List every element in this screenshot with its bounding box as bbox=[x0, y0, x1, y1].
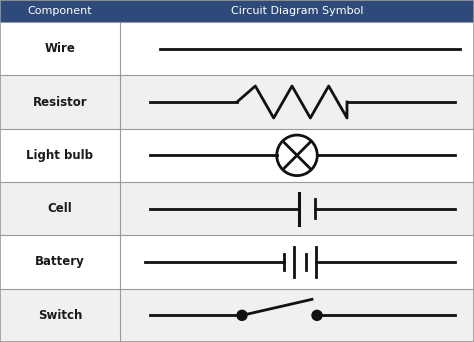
Text: Resistor: Resistor bbox=[33, 95, 87, 108]
Text: Cell: Cell bbox=[47, 202, 73, 215]
Circle shape bbox=[237, 310, 247, 320]
Bar bbox=[0, 129, 474, 182]
Text: Switch: Switch bbox=[38, 309, 82, 322]
Bar bbox=[0, 22, 474, 75]
Text: Light bulb: Light bulb bbox=[27, 149, 93, 162]
Text: Circuit Diagram Symbol: Circuit Diagram Symbol bbox=[231, 6, 363, 16]
Bar bbox=[0, 75, 474, 129]
Text: Wire: Wire bbox=[45, 42, 75, 55]
Bar bbox=[0, 0, 474, 22]
Circle shape bbox=[312, 310, 322, 320]
Text: Battery: Battery bbox=[35, 255, 85, 268]
Bar bbox=[0, 235, 474, 289]
Bar bbox=[0, 182, 474, 235]
Text: Component: Component bbox=[27, 6, 92, 16]
Bar bbox=[0, 289, 474, 342]
